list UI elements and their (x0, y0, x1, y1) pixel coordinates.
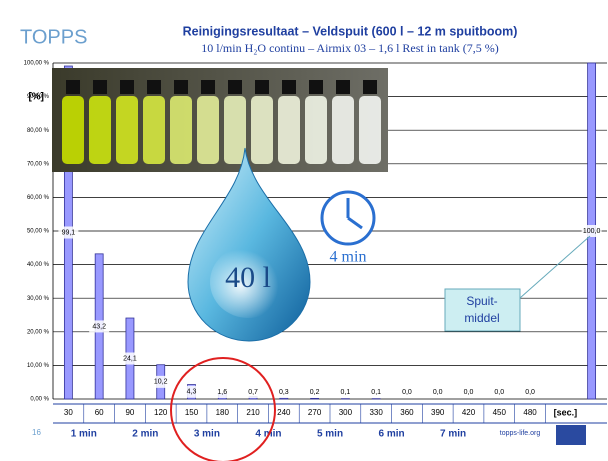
drop: 40 l (188, 148, 310, 341)
x-tick-label: 300 (339, 408, 353, 417)
bar (311, 398, 319, 399)
y-tick-label: 40,00 % (27, 262, 50, 268)
bottle (224, 96, 246, 164)
time-label: 2 min (132, 429, 158, 440)
bottle (170, 96, 192, 164)
y-tick-label: 30,00 % (27, 296, 50, 302)
bottle-cap (174, 80, 188, 94)
x-unit: [sec.] (554, 407, 578, 417)
bottle (89, 96, 111, 164)
value-label: 10,2 (154, 379, 168, 386)
bottle (278, 96, 300, 164)
value-label: 0,0 (464, 389, 474, 396)
bottle-cap (336, 80, 350, 94)
value-label: 0,2 (310, 389, 320, 396)
callout-line: Spuit- (466, 294, 497, 308)
bottle-cap (363, 80, 377, 94)
bottle-cap (228, 80, 242, 94)
bottle (359, 96, 381, 164)
y-tick-label: 80,00 % (27, 128, 50, 134)
bottle-cap (93, 80, 107, 94)
logo-text: TOPPS (20, 26, 87, 48)
chart-title: Reinigingsresultaat – Veldspuit (600 l –… (183, 24, 518, 38)
drop-label: 40 l (225, 261, 271, 294)
bottle-cap (282, 80, 296, 94)
time-label: 5 min (317, 429, 343, 440)
y-tick-label: 10,00 % (27, 363, 50, 369)
y-tick-label: 70,00 % (27, 161, 50, 167)
y-tick-label: 60,00 % (27, 195, 50, 201)
slide: 0,00 % 10,00 % 20,00 % 30,00 % 40,00 % 50,00 … (0, 0, 608, 461)
x-tick-label: 30 (64, 408, 73, 417)
bottle (197, 96, 219, 164)
bottle-cap (66, 80, 80, 94)
value-label: 0,0 (433, 389, 443, 396)
x-tick-label: 330 (369, 408, 383, 417)
bottle (62, 96, 84, 164)
callout-line: middel (464, 311, 499, 325)
chart-subtitle: 10 l/min H₂O continu – Airmix 03 – 1,6 l… (201, 41, 499, 55)
time-label: 6 min (378, 429, 404, 440)
time-label: 1 min (71, 429, 97, 440)
value-label: 0,0 (525, 389, 535, 396)
value-label: 0,0 (402, 389, 412, 396)
bottle (332, 96, 354, 164)
logo: TOPPS (20, 26, 87, 48)
bottle-cap (309, 80, 323, 94)
y-tick-label: 100,00 % (24, 61, 50, 67)
bottle-cap (255, 80, 269, 94)
eu-flag (556, 425, 586, 445)
value-label: 0,1 (341, 389, 351, 396)
value-label: 4,3 (187, 389, 197, 396)
value-label: 1,6 (217, 389, 227, 396)
clock: 4 min (322, 192, 374, 266)
x-tick-label: 90 (125, 408, 134, 417)
bottle-cap (120, 80, 134, 94)
value-label: 43,2 (92, 323, 106, 330)
x-tick-label: 360 (400, 408, 414, 417)
x-tick-label: 120 (154, 408, 168, 417)
callout: Spuit- middel (445, 236, 590, 331)
time-label: 7 min (440, 429, 466, 440)
x-tick-label: 240 (277, 408, 291, 417)
x-tick-label: 390 (431, 408, 445, 417)
value-label: 99,1 (62, 229, 76, 236)
value-label: 0,7 (248, 389, 258, 396)
x-tick-label: 180 (216, 408, 230, 417)
time-label: 3 min (194, 429, 220, 440)
y-tick-label: 50,00 % (27, 229, 50, 235)
x-tick-label: 480 (523, 408, 537, 417)
x-tick-label: 60 (95, 408, 104, 417)
bottle (116, 96, 138, 164)
site: topps-life.org (500, 430, 541, 437)
bottle (143, 96, 165, 164)
value-label: 24,1 (123, 355, 137, 362)
value-label: 0,1 (371, 389, 381, 396)
value-label: 100,0 (583, 228, 601, 235)
x-tick-label: 450 (493, 408, 507, 417)
bottle (305, 96, 327, 164)
page-number: 16 (32, 428, 41, 437)
bottle (251, 96, 273, 164)
clock-label: 4 min (330, 249, 367, 266)
bar (280, 398, 288, 399)
y-label: [%] (28, 92, 44, 103)
value-label: 0,3 (279, 389, 289, 396)
bottle-photo (52, 68, 388, 172)
y-tick-label: 20,00 % (27, 329, 50, 335)
y-tick-label: 0,00 % (30, 397, 49, 403)
x-tick-label: 210 (246, 408, 260, 417)
value-label: 0,0 (494, 389, 504, 396)
bottle-cap (201, 80, 215, 94)
x-tick-label: 270 (308, 408, 322, 417)
x-tick-label: 420 (462, 408, 476, 417)
x-tick-label: 150 (185, 408, 199, 417)
bottle-cap (147, 80, 161, 94)
